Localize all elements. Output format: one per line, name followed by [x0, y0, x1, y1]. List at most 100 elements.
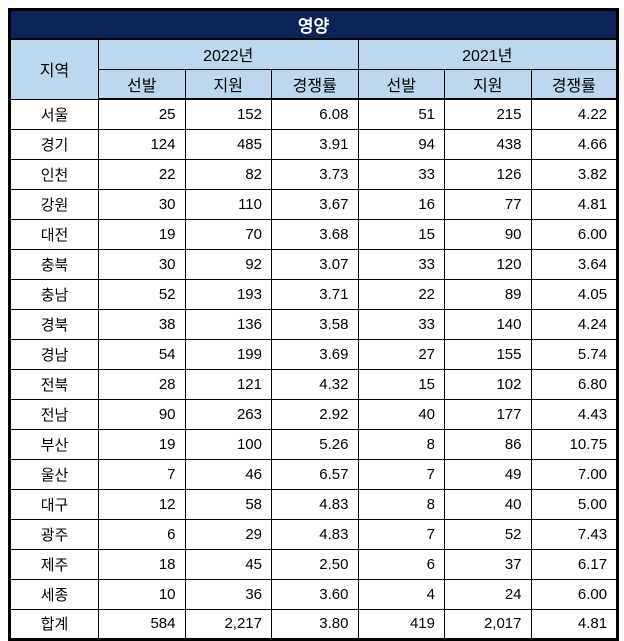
value-cell: 155	[444, 338, 532, 370]
header-2021-selected: 선발	[357, 68, 445, 100]
value-cell: 10.75	[530, 428, 619, 460]
value-cell: 4.24	[530, 308, 619, 340]
table-row: 충북 30 92 3.07 33 120 3.64	[9, 248, 619, 280]
value-cell: 45	[184, 548, 272, 580]
value-cell: 5.26	[271, 428, 359, 460]
value-cell: 2.50	[271, 548, 359, 580]
value-cell: 33	[357, 248, 445, 280]
table-row: 대구 12 58 4.83 8 40 5.00	[9, 488, 619, 520]
value-cell: 4.05	[530, 278, 619, 310]
value-cell: 3.73	[271, 158, 359, 190]
value-cell: 24	[444, 578, 532, 610]
value-cell: 121	[184, 368, 272, 400]
value-cell: 22	[98, 158, 186, 190]
value-cell: 94	[357, 128, 445, 160]
table-row: 세종 10 36 3.60 4 24 6.00	[9, 578, 619, 610]
region-cell: 대구	[9, 488, 99, 520]
value-cell: 7	[98, 458, 186, 490]
value-cell: 8	[357, 428, 445, 460]
value-cell: 90	[444, 218, 532, 250]
value-cell: 30	[98, 188, 186, 220]
header-2021-ratio: 경쟁률	[530, 68, 619, 100]
table-body: 서울 25 152 6.08 51 215 4.22 경기 124 485 3.91 94 438 4.6…	[9, 98, 619, 640]
region-cell: 충북	[9, 248, 99, 280]
value-cell: 126	[444, 158, 532, 190]
value-cell: 3.69	[271, 338, 359, 370]
value-cell: 3.58	[271, 308, 359, 340]
value-cell: 12	[98, 488, 186, 520]
value-cell: 10	[98, 578, 186, 610]
value-cell: 15	[357, 368, 445, 400]
value-cell: 5.00	[530, 488, 619, 520]
region-cell: 제주	[9, 548, 99, 580]
value-cell: 6.80	[530, 368, 619, 400]
value-cell: 3.60	[271, 578, 359, 610]
value-cell: 2,017	[444, 608, 532, 640]
region-column-header: 지역	[9, 38, 99, 100]
value-cell: 140	[444, 308, 532, 340]
value-cell: 4.81	[530, 608, 619, 640]
table-row: 서울 25 152 6.08 51 215 4.22	[9, 98, 619, 130]
header-2022-selected: 선발	[98, 68, 186, 100]
value-cell: 120	[444, 248, 532, 280]
value-cell: 90	[98, 398, 186, 430]
table-row: 대전 19 70 3.68 15 90 6.00	[9, 218, 619, 250]
value-cell: 7	[357, 458, 445, 490]
year-2021-header: 2021년	[357, 38, 619, 70]
value-cell: 100	[184, 428, 272, 460]
value-cell: 215	[444, 98, 532, 130]
value-cell: 2.92	[271, 398, 359, 430]
value-cell: 33	[357, 158, 445, 190]
title-row: 영양	[8, 9, 619, 40]
table-title: 영양	[8, 9, 619, 40]
value-cell: 3.91	[271, 128, 359, 160]
table-row: 경북 38 136 3.58 33 140 4.24	[9, 308, 619, 340]
value-cell: 18	[98, 548, 186, 580]
value-cell: 4.22	[530, 98, 619, 130]
value-cell: 4.83	[271, 488, 359, 520]
value-cell: 70	[184, 218, 272, 250]
table-row: 광주 6 29 4.83 7 52 7.43	[9, 518, 619, 550]
value-cell: 6	[98, 518, 186, 550]
value-cell: 52	[444, 518, 532, 550]
value-cell: 49	[444, 458, 532, 490]
value-cell: 89	[444, 278, 532, 310]
value-cell: 46	[184, 458, 272, 490]
value-cell: 110	[184, 188, 272, 220]
region-cell: 경남	[9, 338, 99, 370]
region-cell: 합계	[9, 608, 99, 640]
value-cell: 3.82	[530, 158, 619, 190]
value-cell: 5.74	[530, 338, 619, 370]
value-cell: 4.83	[271, 518, 359, 550]
value-cell: 86	[444, 428, 532, 460]
header-2021-applicants: 지원	[444, 68, 532, 100]
value-cell: 16	[357, 188, 445, 220]
nutrition-competition-table: 영양 지역 2022년 2021년 선발 지원 경쟁률 선발 지원 경쟁률 서울…	[8, 8, 620, 641]
value-cell: 199	[184, 338, 272, 370]
value-cell: 25	[98, 98, 186, 130]
value-cell: 4.32	[271, 368, 359, 400]
value-cell: 6.17	[530, 548, 619, 580]
value-cell: 54	[98, 338, 186, 370]
value-cell: 7.00	[530, 458, 619, 490]
region-cell: 부산	[9, 428, 99, 460]
value-cell: 30	[98, 248, 186, 280]
region-cell: 강원	[9, 188, 99, 220]
value-cell: 8	[357, 488, 445, 520]
subcolumn-header-row: 선발 지원 경쟁률 선발 지원 경쟁률	[10, 68, 619, 100]
table-row: 경남 54 199 3.69 27 155 5.74	[9, 338, 619, 370]
region-cell: 충남	[9, 278, 99, 310]
value-cell: 6	[357, 548, 445, 580]
region-cell: 울산	[9, 458, 99, 490]
value-cell: 193	[184, 278, 272, 310]
value-cell: 4.81	[530, 188, 619, 220]
value-cell: 4.43	[530, 398, 619, 430]
header-2022-ratio: 경쟁률	[271, 68, 359, 100]
value-cell: 3.68	[271, 218, 359, 250]
value-cell: 584	[98, 608, 186, 640]
total-row: 합계 584 2,217 3.80 419 2,017 4.81	[9, 608, 619, 640]
value-cell: 6.00	[530, 578, 619, 610]
year-header-row: 지역 2022년 2021년	[9, 38, 619, 100]
value-cell: 3.07	[271, 248, 359, 280]
